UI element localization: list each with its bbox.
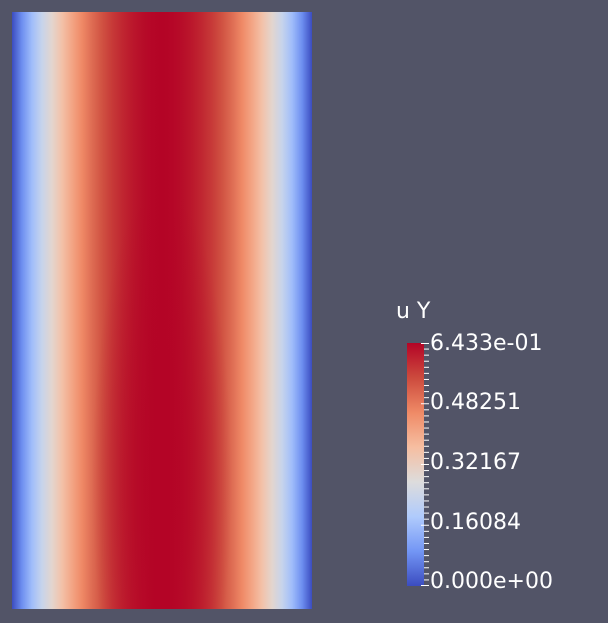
velocity-field-plot — [12, 12, 312, 609]
colorbar-label-2: 0.32167 — [430, 450, 521, 475]
field-core-highlight — [12, 12, 312, 609]
colorbar-label-min: 0.000e+00 — [430, 569, 553, 594]
colorbar-gradient — [407, 343, 424, 586]
colorbar-label-1: 0.16084 — [430, 510, 521, 535]
colorbar — [407, 343, 429, 586]
colorbar-label-max: 6.433e-01 — [430, 331, 543, 356]
colorbar-ticks — [421, 343, 429, 586]
colorbar-label-3: 0.48251 — [430, 390, 521, 415]
colorbar-title: u Y — [396, 299, 431, 324]
